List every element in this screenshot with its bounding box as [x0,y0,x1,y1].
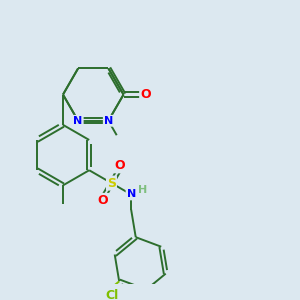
Text: Cl: Cl [105,289,119,300]
Text: O: O [140,88,151,101]
Text: H: H [138,185,147,195]
Text: O: O [98,194,109,207]
Text: N: N [104,116,113,126]
Text: S: S [107,177,116,190]
Text: N: N [127,189,136,200]
Text: N: N [74,116,83,126]
Text: O: O [115,159,125,172]
